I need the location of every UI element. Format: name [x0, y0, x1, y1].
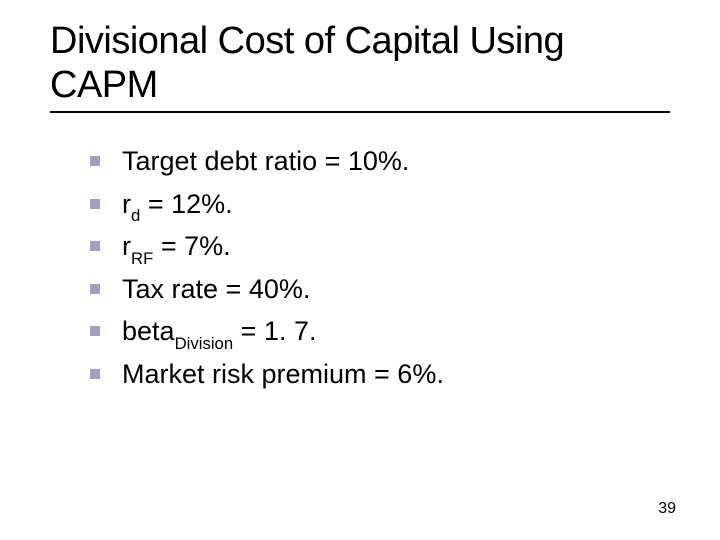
list-item: rRF = 7%. [122, 226, 670, 268]
bullet-text-sub: RF [131, 249, 153, 268]
bullet-list: Target debt ratio = 10%. rd = 12%. rRF =… [50, 141, 670, 396]
bullet-text-pre: Tax rate = 40%. [122, 274, 310, 304]
bullet-text-sub: Division [175, 334, 234, 353]
bullet-text-pre: r [122, 189, 131, 219]
bullet-text-post: = 12%. [140, 189, 232, 219]
page-number: 39 [658, 500, 676, 518]
bullet-text-sub: d [131, 206, 140, 225]
bullet-text-pre: Target debt ratio = 10%. [122, 146, 409, 176]
list-item: rd = 12%. [122, 184, 670, 226]
bullet-text-pre: Market risk premium = 6%. [122, 359, 444, 389]
bullet-text-post: = 1. 7. [233, 316, 316, 346]
list-item: betaDivision = 1. 7. [122, 311, 670, 353]
bullet-text-pre: r [122, 231, 131, 261]
slide: Divisional Cost of Capital Using CAPM Ta… [0, 0, 720, 540]
list-item: Market risk premium = 6%. [122, 354, 670, 396]
bullet-text-post: = 7%. [153, 231, 230, 261]
list-item: Tax rate = 40%. [122, 269, 670, 311]
list-item: Target debt ratio = 10%. [122, 141, 670, 183]
slide-title: Divisional Cost of Capital Using CAPM [50, 20, 670, 113]
bullet-text-pre: beta [122, 316, 175, 346]
